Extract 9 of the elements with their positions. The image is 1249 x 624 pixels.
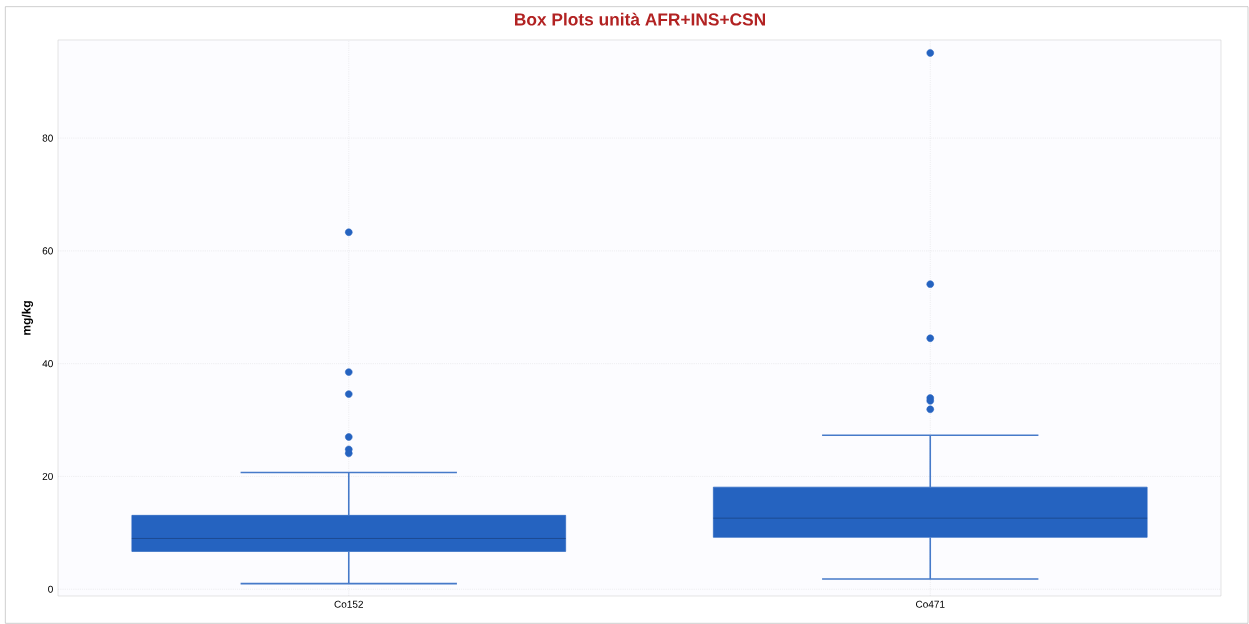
y-tick-label: 80 [42, 134, 53, 142]
y-tick-label: 60 [42, 247, 53, 255]
chart-title: Box Plots unità AFR+INS+CSN [514, 12, 765, 26]
y-tick-label: 20 [42, 472, 53, 480]
x-tick-label: Co471 [916, 600, 945, 608]
y-tick-label: 40 [42, 360, 53, 368]
y-axis-title: mg/kg [21, 301, 34, 335]
y-tick-label: 0 [48, 585, 53, 593]
x-tick-label: Co152 [334, 600, 363, 608]
